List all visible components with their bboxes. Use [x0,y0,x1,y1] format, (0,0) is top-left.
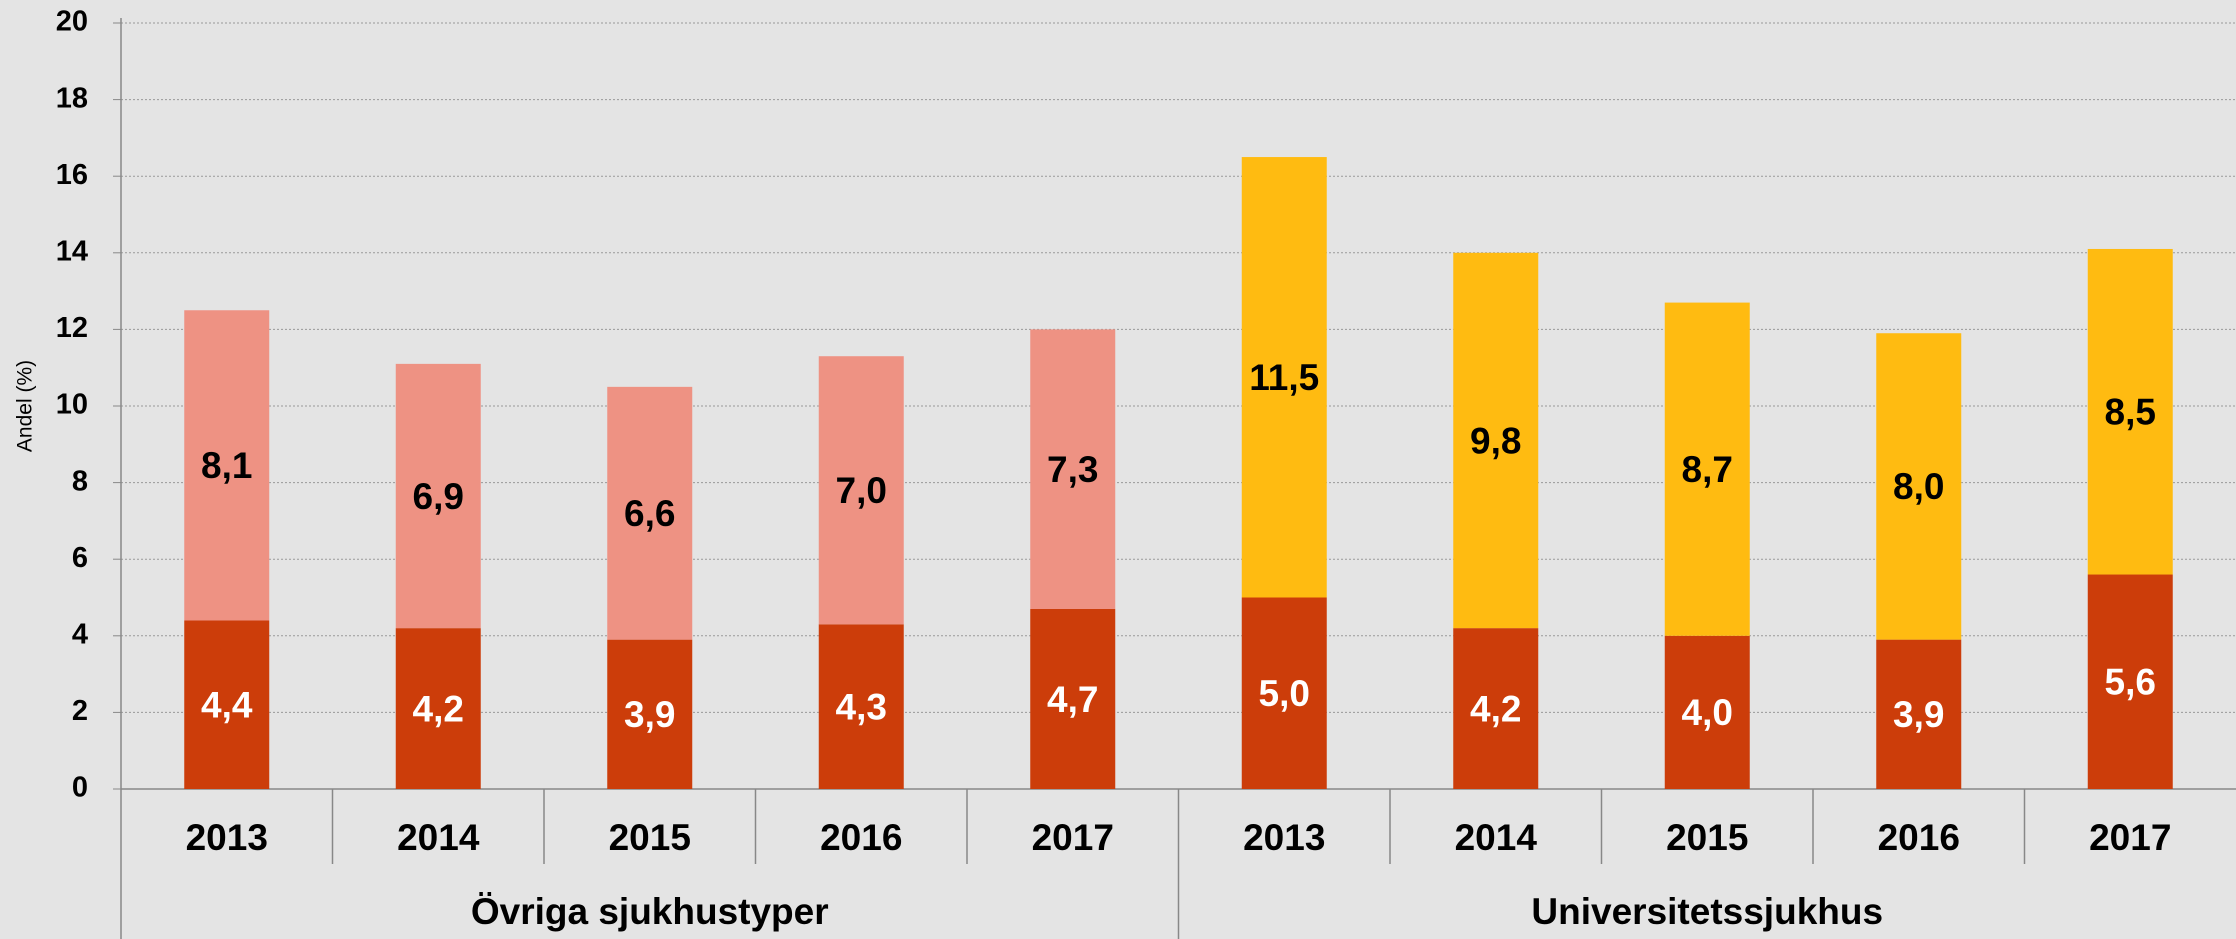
y-tick-label: 8 [72,465,88,497]
x-tick-label: 2014 [397,817,480,858]
data-label: 4,7 [1047,679,1098,720]
x-tick-label: 2017 [2089,817,2171,858]
data-label: 5,6 [2105,662,2156,703]
x-tick-label: 2017 [1032,817,1114,858]
data-label: 8,0 [1893,466,1944,507]
data-label: 7,3 [1047,449,1098,490]
group-label: Universitetssjukhus [1531,891,1883,932]
data-label: 5,0 [1259,673,1310,714]
bar-segment [818,356,904,625]
bar-segment [184,620,270,789]
x-tick-label: 2016 [1878,817,1960,858]
data-label: 9,8 [1470,420,1521,461]
bar-segment [1241,597,1327,789]
bar-segment [1453,628,1539,789]
data-label: 3,9 [1893,694,1944,735]
y-tick-label: 12 [56,312,88,344]
bar-segment [395,628,481,789]
data-label: 8,5 [2105,392,2156,433]
data-label: 4,4 [201,685,253,726]
y-tick-label: 20 [56,6,88,38]
bar-segment [1030,608,1116,789]
y-tick-label: 0 [72,772,88,804]
bar-segment [1030,329,1116,609]
data-label: 3,9 [624,694,675,735]
y-tick-label: 4 [72,618,88,650]
bar-segment [2087,248,2173,575]
data-label: 4,0 [1682,692,1733,733]
x-tick-label: 2014 [1455,817,1538,858]
bar-segment [1241,157,1327,598]
y-tick-label: 6 [72,542,88,574]
bar-segment [607,386,693,640]
x-tick-label: 2015 [1666,817,1748,858]
y-tick-label: 16 [56,159,88,191]
bar-segment [1876,333,1962,640]
group-label: Övriga sjukhustyper [471,891,829,932]
y-tick-label: 2 [72,695,88,727]
x-tick-label: 2016 [820,817,902,858]
data-label: 8,7 [1682,449,1733,490]
bar-segment [395,363,481,629]
y-tick-label: 18 [56,82,88,114]
bar-segment [184,310,270,621]
x-tick-label: 2013 [186,817,268,858]
bar-segment [607,639,693,789]
bar-segment [1664,635,1750,789]
x-tick-label: 2013 [1243,817,1325,858]
bar-segment [2087,574,2173,789]
data-label: 6,9 [413,476,464,517]
data-label: 8,1 [201,445,252,486]
bar-segment [1664,302,1750,636]
data-label: 4,2 [1470,688,1521,729]
data-label: 4,2 [413,688,464,729]
bar-segment [1876,639,1962,789]
x-tick-label: 2015 [609,817,691,858]
y-axis-label: Andel (%) [14,360,37,452]
data-label: 11,5 [1249,357,1319,398]
y-tick-label: 10 [56,389,88,421]
bar-segment [1453,252,1539,629]
y-tick-label: 14 [56,235,88,267]
data-label: 4,3 [836,686,887,727]
bar-segment [818,624,904,789]
data-label: 6,6 [624,493,675,534]
data-label: 7,0 [836,470,887,511]
